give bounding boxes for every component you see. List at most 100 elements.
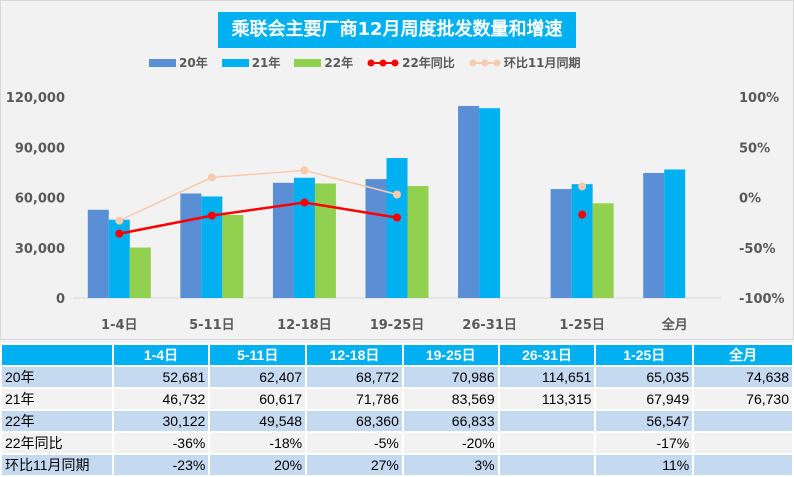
- y-right-tick-label: -100%: [739, 292, 785, 307]
- bar-21年: [386, 158, 408, 298]
- x-tick-label: 12-18日: [277, 318, 332, 333]
- table-cell: 71,786: [305, 387, 404, 411]
- x-tick-label: 26-31日: [462, 318, 517, 333]
- table-cell: 68,772: [305, 365, 404, 389]
- table-cell: -17%: [594, 431, 695, 455]
- point-22年同比: [207, 211, 216, 220]
- table-cell: -20%: [401, 431, 500, 455]
- bar-21年: [479, 108, 501, 298]
- x-tick-label: 5-11日: [189, 318, 235, 333]
- bar-22年: [129, 247, 151, 298]
- column-header: 26-31日: [497, 343, 597, 367]
- bar-22年: [314, 183, 336, 298]
- x-tick-label: 1-4日: [101, 318, 138, 333]
- row-label: 22年: [0, 409, 114, 433]
- x-tick-label: 19-25日: [370, 318, 425, 333]
- bar-21年: [108, 219, 130, 298]
- y-right-tick-label: 100%: [739, 91, 779, 106]
- row-label: 环比11月同期: [0, 453, 114, 477]
- table-cell: 62,407: [208, 365, 308, 389]
- legend-label: 环比11月同期: [503, 56, 581, 70]
- chart-title: 乘联会主要厂商12月周度批发数量和增速: [218, 12, 576, 48]
- table-cell: 67,949: [594, 387, 695, 411]
- table-cell: 49,548: [208, 409, 308, 433]
- point-环比11月同期: [115, 216, 124, 225]
- y-left-tick-label: 90,000: [15, 141, 65, 156]
- legend-label: 21年: [251, 56, 281, 70]
- legend-swatch: [149, 58, 176, 67]
- bar-22年: [222, 215, 244, 298]
- legend-item-yoy: 22年同比: [367, 54, 455, 71]
- point-22年同比: [393, 213, 401, 222]
- data-table: 1-4日 5-11日 12-18日 19-25日 26-31日 1-25日 全月 20年 52…: [0, 343, 794, 477]
- x-tick-label: 全月: [661, 317, 688, 333]
- bar-21年: [201, 196, 223, 298]
- table-cell: 83,569: [401, 387, 500, 411]
- legend-swatch: [294, 58, 322, 67]
- table-cell: 114,651: [497, 365, 597, 389]
- x-tick-label: 1-25日: [559, 318, 605, 333]
- table-cell: 3%: [401, 453, 500, 477]
- table-cell: 20%: [208, 453, 308, 477]
- table-cell: 76,730: [692, 387, 794, 411]
- legend-item-21: 21年: [221, 54, 281, 71]
- line-22年同比: [119, 201, 398, 235]
- legend-label: 20年: [179, 56, 208, 70]
- table-row: 22年 30,122 49,548 68,360 66,833 56,547: [0, 409, 794, 433]
- column-header: 19-25日: [401, 343, 500, 367]
- column-header: 12-18日: [305, 343, 404, 367]
- point-22年同比: [115, 229, 124, 238]
- point-22年同比: [300, 198, 309, 207]
- row-label: 22年同比: [0, 431, 114, 455]
- legend-label: 22年: [324, 56, 354, 70]
- table-cell: -18%: [208, 431, 308, 455]
- bar-21年: [571, 184, 593, 298]
- table-cell: -5%: [305, 431, 404, 455]
- table-row: 20年 52,681 62,407 68,772 70,986 114,651 65,035…: [0, 365, 794, 389]
- table-cell: 70,986: [401, 365, 500, 389]
- bar-20年: [365, 179, 387, 298]
- point-环比11月同期: [578, 182, 587, 191]
- bar-20年: [643, 172, 665, 298]
- column-header: 1-25日: [594, 343, 695, 367]
- legend-label: 22年同比: [402, 56, 455, 70]
- legend-line-marker: [367, 59, 399, 66]
- y-left-tick-label: 30,000: [15, 242, 65, 257]
- table-cell: [497, 453, 597, 477]
- table-cell: 65,035: [594, 365, 695, 389]
- column-header: 全月: [692, 343, 794, 367]
- table-cell: [692, 431, 794, 455]
- table-cell: 68,360: [305, 409, 404, 433]
- point-环比11月同期: [300, 166, 309, 175]
- table-cell: 66,833: [401, 409, 500, 433]
- column-header: 5-11日: [208, 343, 308, 367]
- table-cell: 46,732: [111, 387, 211, 411]
- bar-21年: [293, 177, 315, 298]
- table-row: 环比11月同期 -23% 20% 27% 3% 11%: [0, 453, 794, 477]
- legend-item-mom: 环比11月同期: [469, 54, 581, 71]
- bar-20年: [272, 182, 294, 298]
- table-cell: 27%: [305, 453, 404, 477]
- table-header: 1-4日 5-11日 12-18日 19-25日 26-31日 1-25日 全月: [0, 343, 794, 367]
- point-环比11月同期: [393, 190, 401, 199]
- row-label: 20年: [0, 365, 114, 389]
- row-label: 21年: [0, 387, 114, 411]
- column-header: [0, 343, 114, 367]
- bar-22年: [407, 186, 429, 298]
- y-right-tick-label: 0%: [739, 192, 761, 207]
- table-row: 22年同比 -36% -18% -5% -20% -17%: [0, 431, 794, 455]
- table-cell: 56,547: [594, 409, 695, 433]
- bar-20年: [458, 105, 480, 299]
- line-环比11月同期: [118, 169, 398, 222]
- chart: 乘联会主要厂商12月周度批发数量和增速 20年 21年 22年 22年同比 环比…: [0, 0, 794, 340]
- table-cell: [692, 453, 794, 477]
- table-cell: 11%: [594, 453, 695, 477]
- column-header: 1-4日: [111, 343, 211, 367]
- table-cell: 74,638: [692, 365, 794, 389]
- legend-item-20: 20年: [149, 54, 208, 71]
- bar-20年: [87, 209, 109, 298]
- table-cell: -36%: [111, 431, 211, 455]
- bar-21年: [664, 169, 686, 298]
- table-row: 21年 46,732 60,617 71,786 83,569 113,315 67,949…: [0, 387, 794, 411]
- y-left-tick-label: 0: [56, 292, 65, 307]
